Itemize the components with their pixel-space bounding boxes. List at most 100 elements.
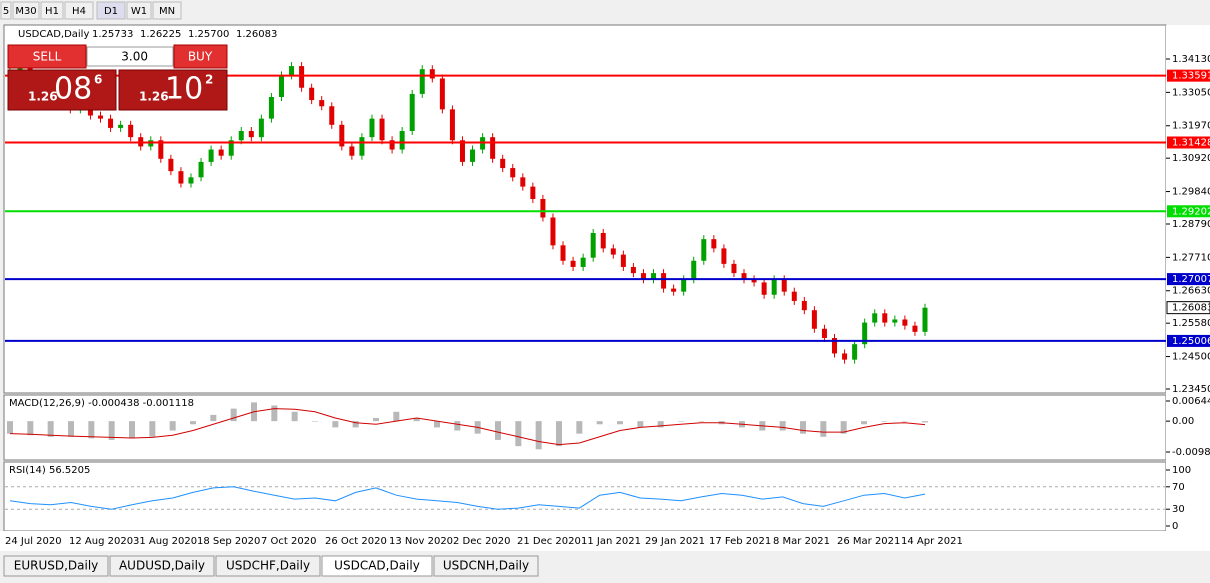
level-tag [1167,205,1210,218]
macd-bar [291,411,298,422]
volume-box[interactable] [86,46,174,67]
buy-price-box[interactable] [118,69,228,111]
candle [349,146,355,156]
macd-bar [617,421,623,425]
macd-bar [779,421,786,431]
timeframe-label[interactable]: W1 [131,6,147,17]
symbol-tab[interactable] [215,555,321,577]
candle [369,118,375,138]
candle [630,266,636,274]
sell-price-main[interactable]: 08 [54,72,92,107]
macd-bar [190,421,196,425]
candle [97,115,103,119]
timeframe-button[interactable] [96,1,126,20]
macd-bar [535,421,542,450]
y-tick-label: -0.009871 [1172,447,1210,458]
timeframe-label[interactable]: D1 [104,6,118,17]
macd-bar [657,421,664,428]
date-label: 7 Oct 2020 [261,536,316,547]
macd-bar [352,421,359,428]
y-tick-label: 1.26630 [1172,286,1210,297]
tab-label[interactable]: EURUSD,Daily [14,559,99,573]
macd-bar [88,421,95,439]
timeframe-label[interactable]: MN [159,6,175,17]
timeframe-label[interactable]: 5 [3,6,9,17]
buy-price-main[interactable]: 10 [165,72,203,107]
timeframe-label[interactable]: H1 [45,6,59,17]
volume[interactable]: 3.00 [121,50,148,64]
macd-bar [373,418,379,422]
candle [268,97,274,119]
candle [821,328,827,339]
date-label: 24 Jul 2020 [5,536,62,547]
candle [640,273,646,280]
rsi-label: RSI(14) 56.5205 [9,465,90,476]
candle [600,232,606,249]
candle [540,198,546,218]
sell-price-big[interactable]: 1.26 [28,90,58,104]
date-label: 29 Jan 2021 [645,536,705,547]
candle [329,106,335,125]
buy-button[interactable] [173,44,228,69]
timeframe-button[interactable] [0,1,12,20]
candle [811,310,817,329]
date-label: 26 Oct 2020 [325,536,387,547]
date-label: 31 Aug 2020 [133,536,197,547]
date-label: 11 Jan 2021 [581,536,641,547]
candle [168,158,174,172]
candle [500,158,506,169]
y-tick-label: 1.31970 [1172,121,1210,132]
level-tag [1167,273,1210,286]
date-label: 26 Mar 2021 [837,536,900,547]
y-tick-label: 0.00 [1172,416,1194,427]
timeframe-label[interactable]: M30 [15,6,36,17]
timeframe-button[interactable] [152,1,182,20]
sell-button[interactable] [7,44,87,69]
timeframe-button[interactable] [12,1,40,20]
buy-price-big[interactable]: 1.26 [139,90,169,104]
candle [218,149,224,156]
buy-label[interactable]: BUY [188,50,213,64]
sell-price-box[interactable] [7,69,117,111]
symbol-tab[interactable] [433,555,539,577]
candle [560,245,566,261]
y-tick-label: 0.006444 [1172,396,1210,407]
time-axis [0,531,1210,551]
candle [359,137,365,156]
macd-bar [495,421,501,440]
sell-price-sup[interactable]: 6 [94,73,102,87]
candle [842,353,848,360]
candle [379,118,385,141]
sell-label[interactable]: SELL [33,50,62,64]
symbol: USDCAD,Daily [18,29,89,40]
candle [902,319,908,326]
rsi-panel [3,461,1167,532]
candle [158,140,164,159]
timeframe-button[interactable] [40,1,64,20]
timeframe-button[interactable] [64,1,94,20]
candle [620,254,626,267]
symbol-tab[interactable] [3,555,109,577]
macd-bar [169,421,176,431]
tab-label[interactable]: AUDUSD,Daily [119,559,205,573]
macd-signal [9,408,926,446]
level-label: 1.33591 [1172,71,1210,82]
symbol-tab[interactable] [321,555,433,577]
tab-label[interactable]: USDCNH,Daily [443,559,529,573]
macd-bar [678,421,684,422]
macd-bar [413,418,420,422]
y-tick-label: 1.25580 [1172,318,1210,329]
candle [701,239,707,261]
macd-bar [230,408,237,422]
macd-bar [210,414,217,422]
candle [289,66,295,76]
candle [248,130,254,138]
candle [751,279,757,283]
timeframe-label[interactable]: H4 [72,6,86,17]
tab-label[interactable]: USDCHF,Daily [226,559,310,573]
macd-bar [454,421,461,431]
timeframe-button[interactable] [126,1,152,20]
buy-price-sup[interactable]: 2 [205,73,213,87]
symbol-tab[interactable] [109,555,215,577]
tab-label[interactable]: USDCAD,Daily [334,559,420,573]
